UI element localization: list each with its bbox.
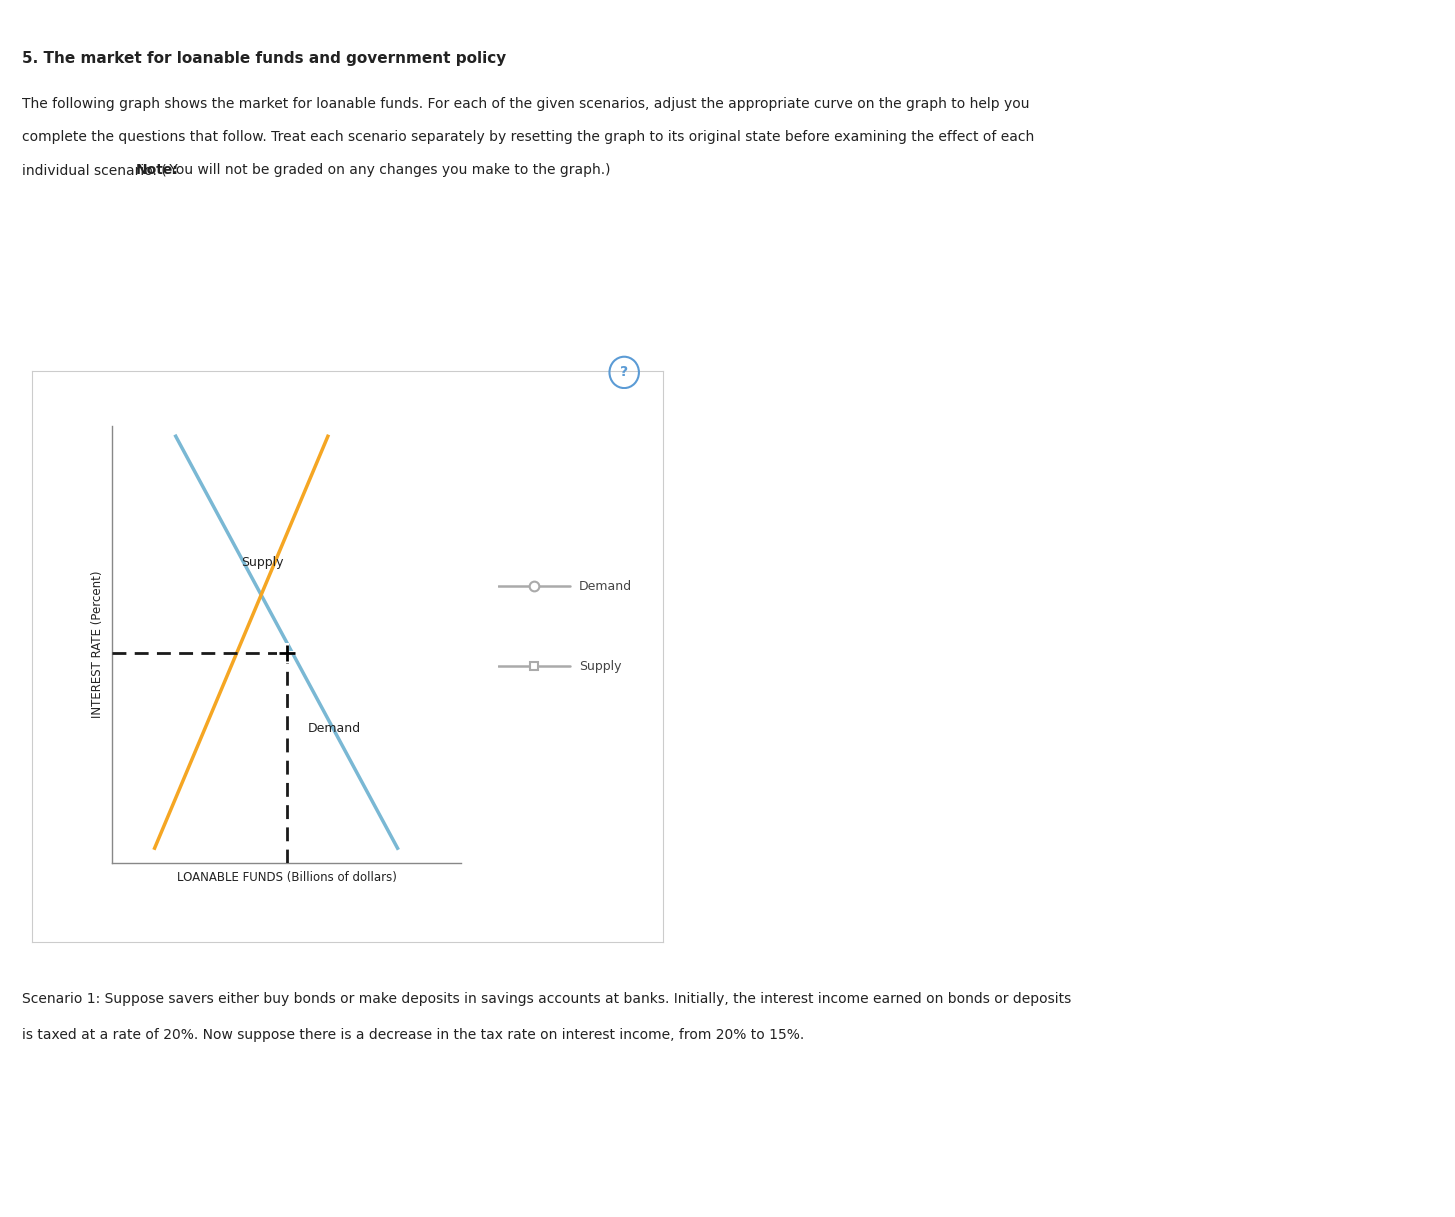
Text: Supply: Supply bbox=[242, 556, 284, 568]
Text: 5. The market for loanable funds and government policy: 5. The market for loanable funds and gov… bbox=[22, 51, 506, 66]
Text: complete the questions that follow. Treat each scenario separately by resetting : complete the questions that follow. Trea… bbox=[22, 130, 1035, 145]
Text: Demand: Demand bbox=[579, 579, 631, 593]
Text: Supply: Supply bbox=[579, 660, 621, 673]
Text: is taxed at a rate of 20%. Now suppose there is a decrease in the tax rate on in: is taxed at a rate of 20%. Now suppose t… bbox=[22, 1028, 805, 1043]
Text: Scenario 1: Suppose savers either buy bonds or make deposits in savings accounts: Scenario 1: Suppose savers either buy bo… bbox=[22, 992, 1071, 1006]
Text: The following graph shows the market for loanable funds. For each of the given s: The following graph shows the market for… bbox=[22, 97, 1029, 112]
Text: individual scenario. (: individual scenario. ( bbox=[22, 163, 166, 178]
Text: ?: ? bbox=[620, 365, 629, 380]
X-axis label: LOANABLE FUNDS (Billions of dollars): LOANABLE FUNDS (Billions of dollars) bbox=[176, 871, 397, 885]
Text: You will not be graded on any changes you make to the graph.): You will not be graded on any changes yo… bbox=[164, 163, 610, 178]
Y-axis label: INTEREST RATE (Percent): INTEREST RATE (Percent) bbox=[90, 571, 103, 718]
Text: Demand: Demand bbox=[307, 722, 361, 735]
Text: Note:: Note: bbox=[137, 163, 179, 178]
